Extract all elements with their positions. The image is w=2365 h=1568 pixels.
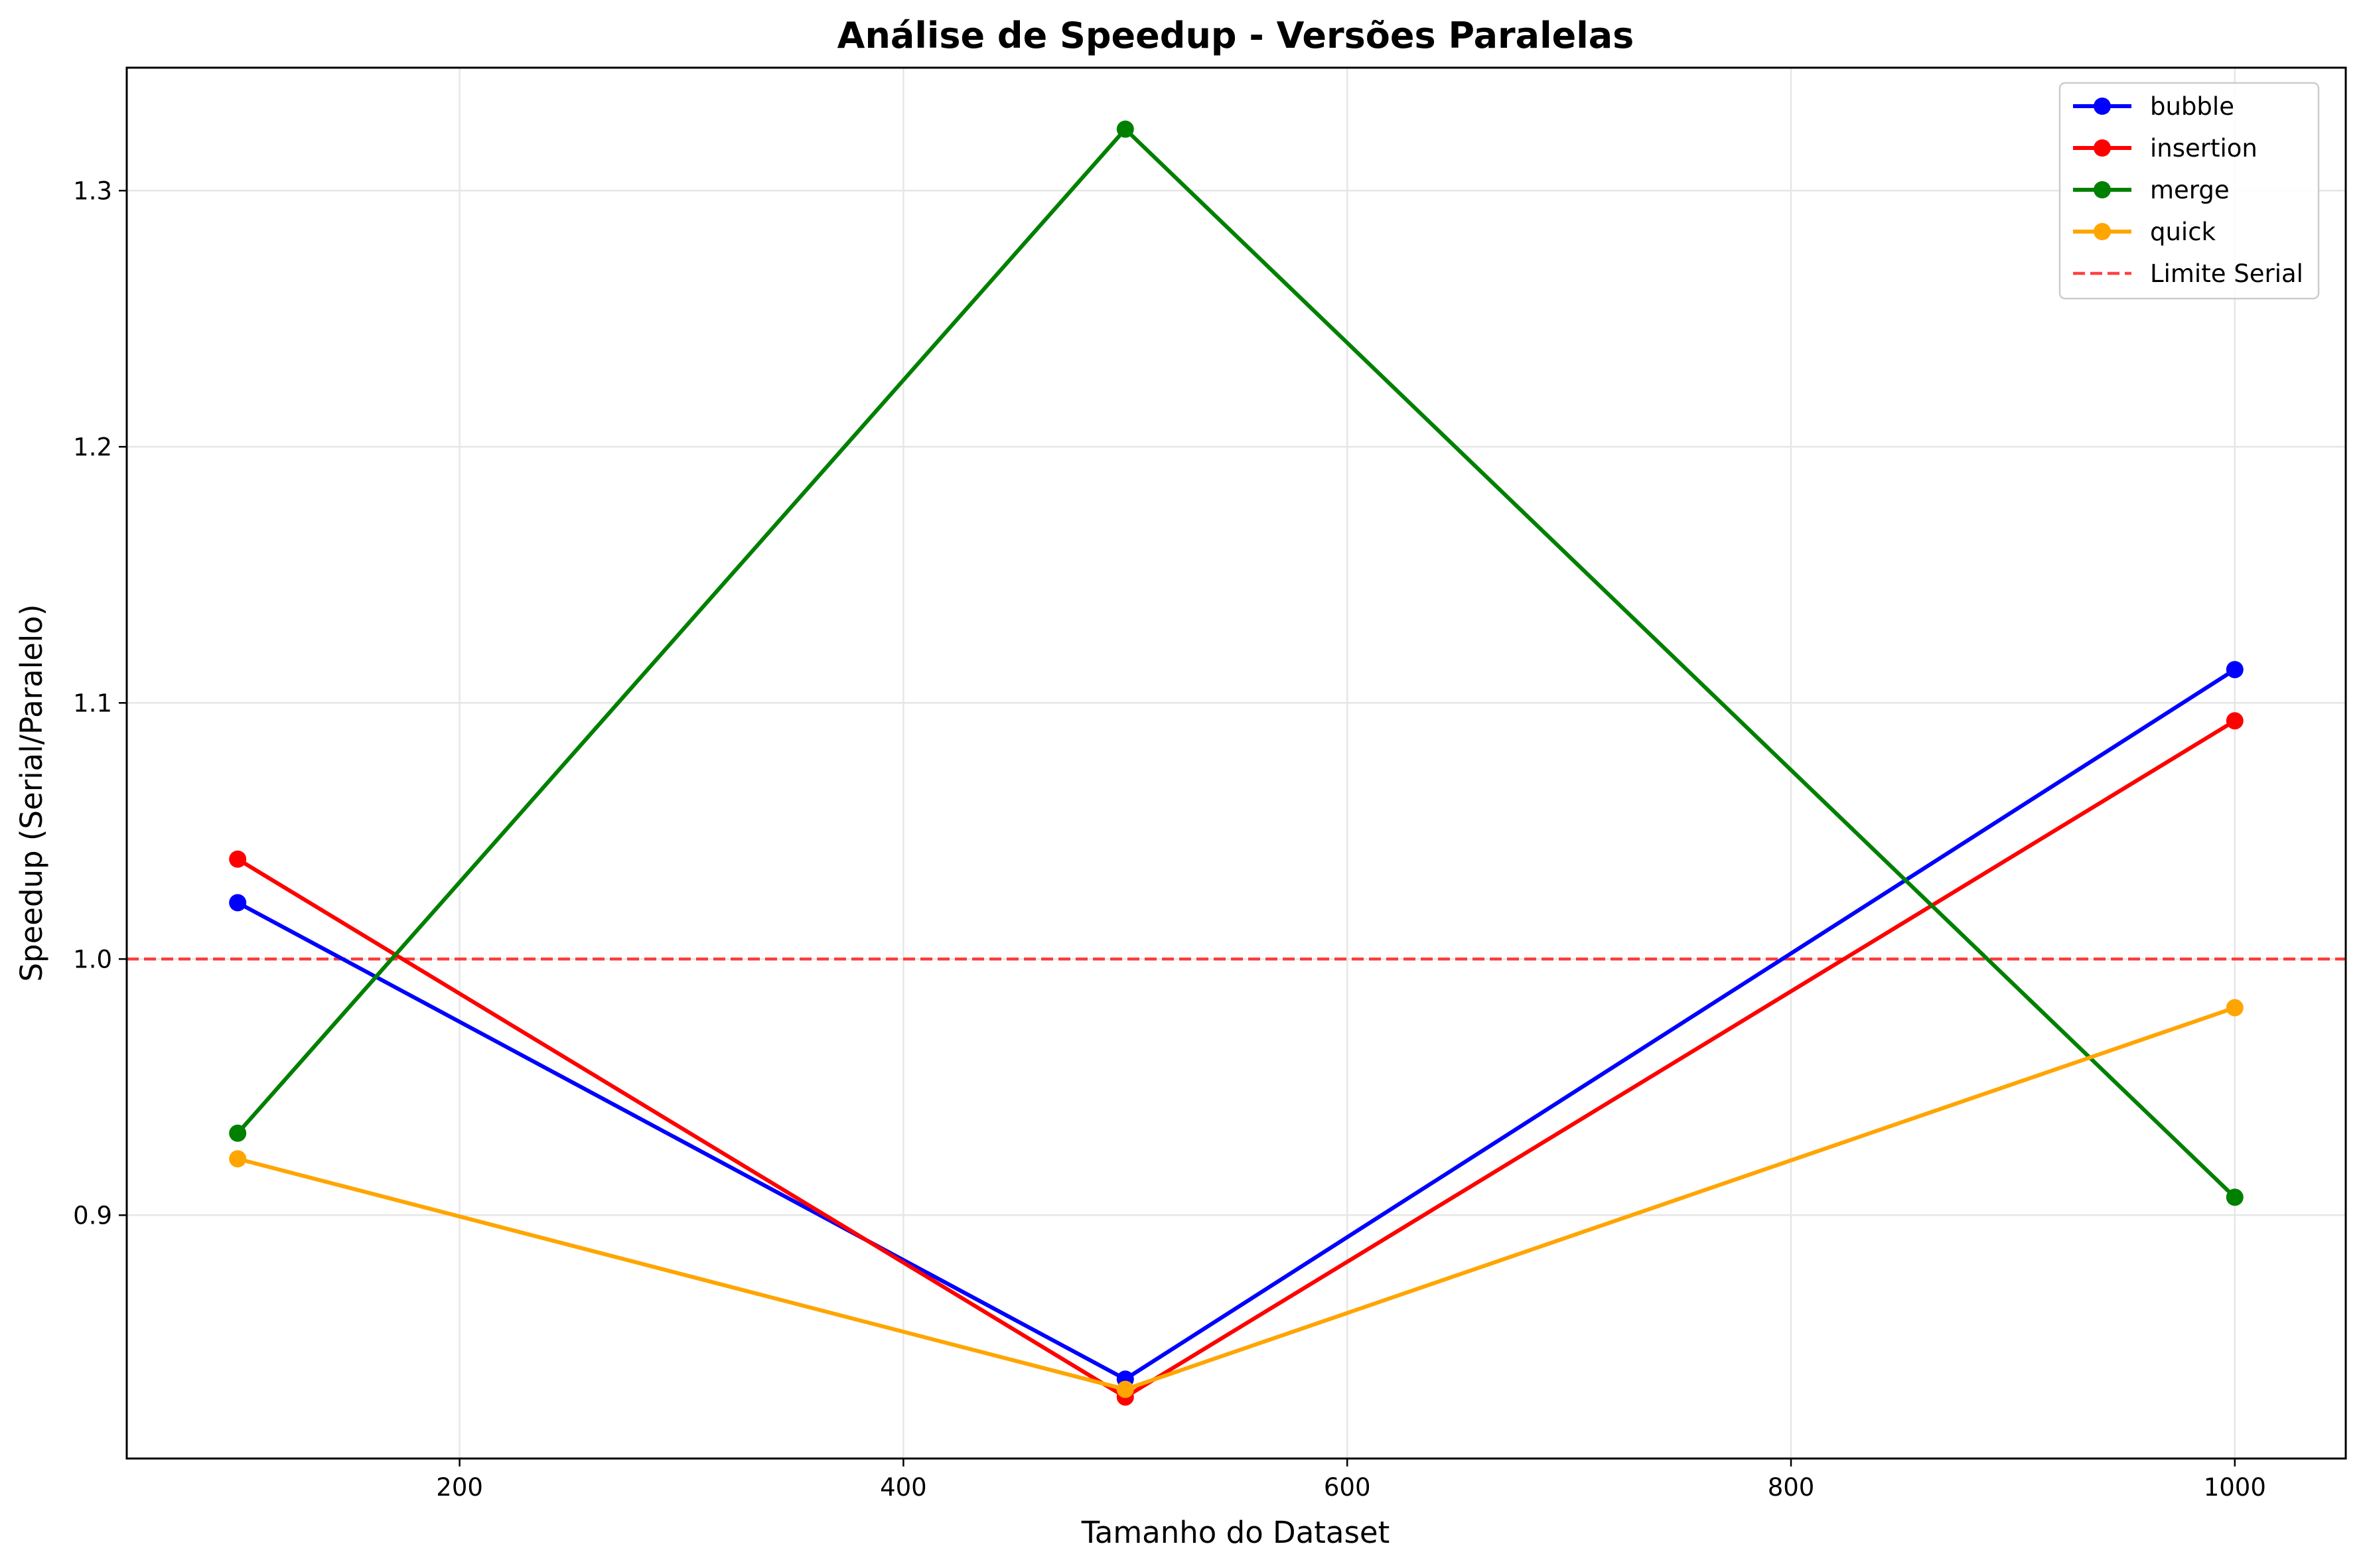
x-axis-ticks: 200 400 600 800 1000	[436, 1459, 2266, 1502]
plot-area-frame	[125, 66, 2347, 1460]
legend-entry-quick: quick	[2073, 218, 2216, 246]
data-point-insertion	[2226, 712, 2244, 730]
data-point-bubble	[229, 894, 247, 912]
y-tick-label: 0.9	[73, 1201, 112, 1230]
x-tick-label: 200	[436, 1473, 483, 1502]
data-point-insertion	[229, 850, 247, 868]
x-tick-label: 600	[1324, 1473, 1371, 1502]
data-point-merge	[229, 1124, 247, 1142]
x-tick-label: 400	[880, 1473, 927, 1502]
legend: bubble insertion merge quick Limite Serial	[2058, 82, 2320, 300]
data-point-quick	[2226, 999, 2244, 1017]
legend-label: Limite Serial	[2150, 259, 2303, 288]
legend-label: insertion	[2150, 134, 2258, 163]
legend-entry-bubble: bubble	[2073, 92, 2234, 121]
data-point-quick	[1116, 1380, 1134, 1398]
legend-box	[2058, 82, 2320, 300]
y-tick-label: 1.2	[73, 433, 112, 461]
legend-entry-limite-serial: Limite Serial	[2073, 259, 2303, 288]
legend-entry-insertion: insertion	[2073, 134, 2258, 163]
legend-marker	[2094, 181, 2111, 198]
chart-title: Análise de Speedup - Versões Paralelas	[837, 15, 1634, 56]
data-point-merge	[2226, 1188, 2244, 1206]
data-point-bubble	[2226, 661, 2244, 679]
legend-entry-merge: merge	[2073, 176, 2230, 204]
y-axis-ticks: 0.9 1.0 1.1 1.2 1.3	[73, 177, 127, 1230]
legend-marker	[2094, 139, 2111, 157]
y-axis-label: Speedup (Serial/Paralelo)	[14, 604, 49, 981]
legend-marker	[2094, 98, 2111, 115]
x-axis-label: Tamanho do Dataset	[1081, 1515, 1390, 1550]
series-quick	[229, 999, 2244, 1398]
y-tick-label: 1.1	[73, 689, 112, 717]
y-tick-label: 1.0	[73, 945, 112, 973]
legend-label: merge	[2150, 176, 2230, 204]
series-merge	[229, 120, 2244, 1206]
series-bubble	[229, 661, 2244, 1388]
data-point-quick	[229, 1150, 247, 1168]
y-tick-label: 1.3	[73, 177, 112, 205]
x-tick-label: 1000	[2204, 1473, 2266, 1502]
series-layer	[229, 120, 2244, 1406]
data-point-merge	[1116, 120, 1134, 138]
legend-marker	[2094, 223, 2111, 240]
x-tick-label: 800	[1768, 1473, 1815, 1502]
legend-label: bubble	[2150, 92, 2234, 121]
legend-label: quick	[2150, 218, 2216, 246]
